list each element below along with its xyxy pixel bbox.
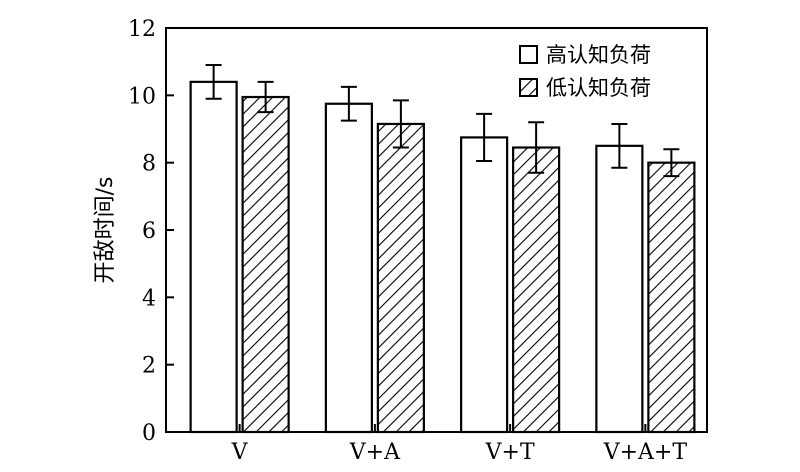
y-axis-ticks: 0 2 4 6 8 10 12	[128, 17, 174, 446]
x-axis-ticks: V V+A V+T V+A+T	[231, 424, 688, 465]
y-axis-label: 开敌时间/s	[93, 177, 118, 284]
y-tick-label: 0	[142, 421, 156, 446]
bar-low-load	[241, 95, 290, 434]
y-tick-label: 8	[142, 152, 156, 177]
y-tick-label: 2	[142, 354, 156, 379]
legend-label-high-load: 高认知负荷	[546, 43, 651, 67]
legend-swatch-low-load	[519, 78, 538, 97]
bar-series	[189, 64, 696, 434]
y-tick-label: 4	[142, 286, 156, 311]
bar-low-load	[647, 161, 696, 434]
bar-high-load	[324, 102, 373, 434]
legend-label-low-load: 低认知负荷	[546, 76, 651, 100]
legend: 高认知负荷 低认知负荷	[519, 43, 651, 100]
y-axis-label-group: 开敌时间/s	[93, 177, 118, 284]
bar-high-load	[460, 136, 509, 434]
x-tick-label: V+A+T	[603, 440, 688, 465]
bar-low-load	[376, 122, 425, 434]
bar-high-load	[189, 80, 238, 434]
legend-swatch-high-load	[519, 45, 538, 64]
y-tick-label: 12	[128, 17, 156, 42]
y-tick-label: 6	[142, 219, 156, 244]
x-tick-label: V+T	[485, 440, 535, 465]
x-tick-label: V+A	[349, 440, 401, 465]
x-tick-label: V	[231, 440, 249, 465]
bar-high-load	[595, 144, 644, 434]
y-tick-label: 10	[128, 84, 156, 109]
bar-low-load	[512, 146, 561, 434]
